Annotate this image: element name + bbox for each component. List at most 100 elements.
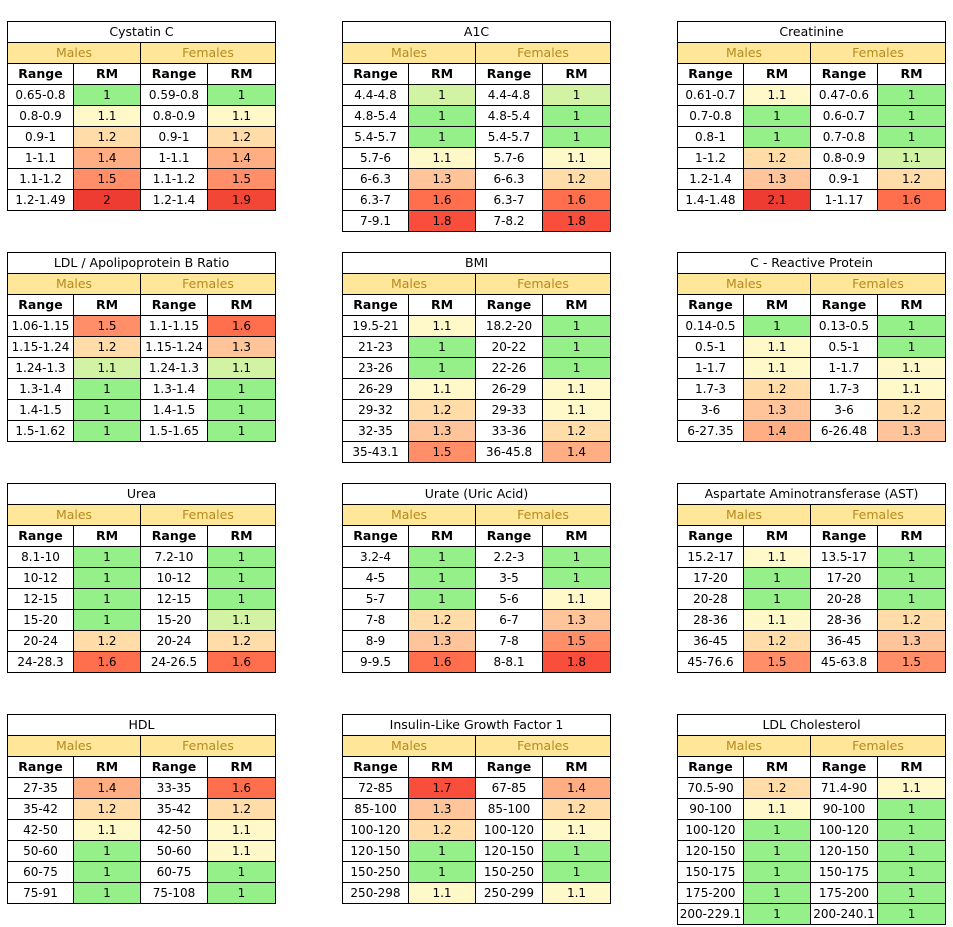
rm-column-header: RM — [876, 525, 947, 547]
female-rm-cell: 1 — [207, 588, 276, 610]
female-rm-cell: 1.1 — [207, 819, 276, 841]
table-row: 1.06-1.15 1.5 1.1-1.15 1.6 — [7, 315, 277, 337]
female-rm-cell: 1.1 — [207, 840, 276, 862]
male-range-cell: 1.1-1.2 — [7, 168, 74, 190]
male-rm-cell: 1.1 — [743, 84, 811, 106]
table-row: 17-20 1 17-20 1 — [677, 567, 947, 589]
males-header: Males — [677, 42, 811, 64]
male-range-cell: 35-43.1 — [342, 441, 409, 463]
table-row: 1.5-1.62 1 1.5-1.65 1 — [7, 420, 277, 442]
table-row: 100-120 1 100-120 1 — [677, 819, 947, 841]
female-range-cell: 6-26.48 — [810, 420, 878, 442]
male-range-cell: 120-150 — [342, 840, 409, 862]
males-header: Males — [342, 735, 476, 757]
male-rm-cell: 1.1 — [743, 609, 811, 631]
female-rm-cell: 1 — [876, 315, 947, 337]
table-title: Cystatin C — [6, 21, 277, 43]
table-row: 85-100 1.3 85-100 1.2 — [342, 798, 612, 820]
male-range-cell: 200-229.1 — [677, 903, 744, 925]
male-rm-cell: 1.1 — [743, 546, 811, 568]
male-rm-cell: 1 — [743, 819, 811, 841]
table-row: 15-20 1 15-20 1.1 — [7, 609, 276, 631]
female-range-cell: 6-6.3 — [475, 168, 543, 190]
table-row: 0.9-1 1.2 0.9-1 1.2 — [7, 126, 277, 148]
female-range-cell: 1.5-1.65 — [140, 420, 208, 442]
male-rm-cell: 1.7 — [408, 777, 476, 799]
male-rm-cell: 1 — [743, 840, 811, 862]
male-range-cell: 60-75 — [7, 861, 74, 883]
table-row: 1.4-1.5 1 1.4-1.5 1 — [7, 399, 277, 421]
female-range-cell: 85-100 — [475, 798, 543, 820]
male-range-cell: 1-1.7 — [677, 357, 744, 379]
male-rm-cell: 1 — [73, 399, 141, 421]
females-header: Females — [475, 504, 611, 526]
table-row: 20-24 1.2 20-24 1.2 — [7, 630, 276, 652]
male-range-cell: 85-100 — [342, 798, 409, 820]
female-rm-cell: 1 — [541, 105, 612, 127]
female-range-cell: 1.4-1.5 — [140, 399, 208, 421]
female-rm-cell: 1 — [541, 126, 612, 148]
male-rm-cell: 1.1 — [743, 798, 811, 820]
male-rm-cell: 1.4 — [73, 147, 141, 169]
female-rm-cell: 1.3 — [876, 420, 947, 442]
female-rm-cell: 1.1 — [541, 378, 612, 400]
male-range-cell: 0.14-0.5 — [677, 315, 744, 337]
table-row: 72-85 1.7 67-85 1.4 — [342, 777, 612, 799]
male-range-cell: 0.65-0.8 — [7, 84, 74, 106]
male-rm-cell: 1 — [73, 546, 141, 568]
female-rm-cell: 1 — [876, 105, 947, 127]
table-row: 5.7-6 1.1 5.7-6 1.1 — [342, 147, 612, 169]
male-rm-cell: 1 — [743, 126, 811, 148]
table-row: 4.8-5.4 1 4.8-5.4 1 — [342, 105, 612, 127]
male-rm-cell: 2 — [73, 189, 141, 211]
males-header: Males — [7, 504, 141, 526]
female-range-cell: 42-50 — [140, 819, 208, 841]
table-row: 0.65-0.8 1 0.59-0.8 1 — [7, 84, 277, 106]
table-row: 4-5 1 3-5 1 — [342, 567, 611, 589]
male-rm-cell: 1 — [73, 588, 141, 610]
male-range-cell: 250-298 — [342, 882, 409, 904]
rm-column-header: RM — [73, 756, 141, 778]
male-range-cell: 1-1.1 — [7, 147, 74, 169]
male-rm-cell: 1.5 — [408, 441, 476, 463]
table-row: 120-150 1 120-150 1 — [342, 840, 612, 862]
table-row: 28-36 1.1 28-36 1.2 — [677, 609, 947, 631]
table-row: 0.5-1 1.1 0.5-1 1 — [677, 336, 947, 358]
male-rm-cell: 1.3 — [408, 420, 476, 442]
female-range-cell: 2.2-3 — [475, 546, 543, 568]
female-range-cell: 120-150 — [810, 840, 878, 862]
male-rm-cell: 1 — [408, 126, 476, 148]
table-title: LDL / Apolipoprotein B Ratio — [6, 252, 277, 274]
rm-column-header: RM — [207, 525, 276, 547]
male-range-cell: 4-5 — [342, 567, 409, 589]
rm-column-header: RM — [876, 756, 947, 778]
male-rm-cell: 1.2 — [408, 399, 476, 421]
male-range-cell: 36-45 — [677, 630, 744, 652]
female-rm-cell: 1 — [876, 588, 947, 610]
female-rm-cell: 1.9 — [206, 189, 277, 211]
male-range-cell: 20-28 — [677, 588, 744, 610]
female-range-cell: 17-20 — [810, 567, 878, 589]
female-rm-cell: 1.1 — [206, 105, 277, 127]
male-range-cell: 7-9.1 — [342, 210, 409, 232]
table-row: 3.2-4 1 2.2-3 1 — [342, 546, 611, 568]
male-range-cell: 1.4-1.48 — [677, 189, 744, 211]
table-row: 9-9.5 1.6 8-8.1 1.8 — [342, 651, 611, 673]
rm-column-header: RM — [73, 294, 141, 316]
table-title: C - Reactive Protein — [676, 252, 947, 274]
female-range-cell: 0.8-0.9 — [810, 147, 878, 169]
male-rm-cell: 1.2 — [73, 126, 141, 148]
male-rm-cell: 1.3 — [408, 168, 476, 190]
female-range-cell: 1-1.1 — [140, 147, 208, 169]
male-range-cell: 150-175 — [677, 861, 744, 883]
male-range-cell: 21-23 — [342, 336, 409, 358]
female-rm-cell: 1 — [876, 336, 947, 358]
table-row: 120-150 1 120-150 1 — [677, 840, 947, 862]
female-range-cell: 150-250 — [475, 861, 543, 883]
male-range-cell: 9-9.5 — [342, 651, 409, 673]
females-header: Females — [140, 504, 276, 526]
rm-column-header: RM — [541, 63, 612, 85]
table-row: 1.3-1.4 1 1.3-1.4 1 — [7, 378, 277, 400]
table-row: 150-175 1 150-175 1 — [677, 861, 947, 883]
male-rm-cell: 1.1 — [743, 336, 811, 358]
